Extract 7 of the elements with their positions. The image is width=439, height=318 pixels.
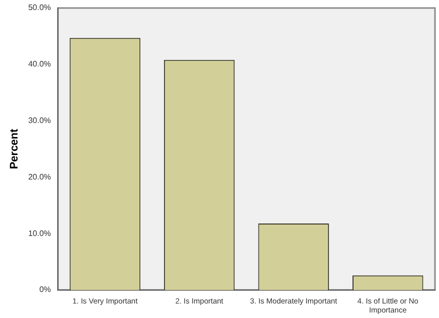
y-tick-label: 0% (39, 285, 51, 294)
y-tick-label: 30.0% (28, 116, 51, 126)
y-tick-label: 50.0% (28, 3, 51, 12)
y-tick-label: 40.0% (28, 60, 51, 69)
y-axis-title: Percent (8, 128, 21, 170)
y-tick-label: 10.0% (28, 228, 51, 238)
y-tick-label: 20.0% (28, 172, 51, 182)
